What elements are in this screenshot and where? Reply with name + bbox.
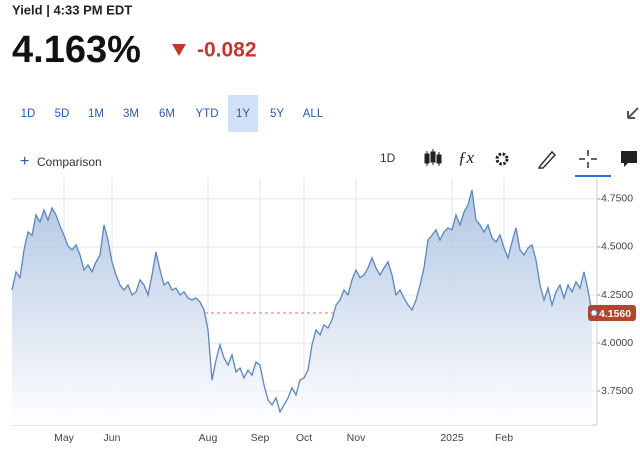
- last-price-tag: [588, 305, 636, 322]
- draw-icon[interactable]: [537, 150, 557, 169]
- x-tick-label: Feb: [495, 432, 513, 444]
- x-tick-label: Jun: [104, 432, 121, 444]
- comparison-button[interactable]: Comparison: [37, 155, 102, 169]
- settings-icon[interactable]: [495, 152, 509, 166]
- down-arrow: [172, 44, 186, 56]
- x-tick-label: Oct: [296, 432, 312, 444]
- area: [12, 189, 592, 425]
- range-button[interactable]: ALL: [303, 108, 324, 120]
- range-selected-bg: [228, 95, 258, 132]
- header-title: Yield | 4:33 PM EDT: [12, 2, 132, 17]
- last-price-label: 4.1560: [599, 308, 631, 320]
- range-button[interactable]: 1M: [88, 108, 104, 120]
- x-tick-label: Aug: [199, 432, 218, 444]
- range-button[interactable]: 5D: [55, 108, 70, 120]
- range-button[interactable]: 5Y: [270, 108, 284, 120]
- y-tick-label: 3.7500: [601, 385, 633, 397]
- x-tick-label: Sep: [251, 432, 270, 444]
- x-tick-label: 2025: [440, 432, 464, 444]
- comment-icon[interactable]: [621, 151, 637, 167]
- interval-button[interactable]: 1D: [380, 151, 396, 165]
- change: -0.082: [197, 39, 257, 62]
- crosshair-icon[interactable]: [579, 150, 597, 168]
- range-button[interactable]: 1Y: [236, 108, 250, 120]
- y-tick-label: 4.0000: [601, 337, 633, 349]
- price: 4.163%: [12, 29, 141, 71]
- x-tick-label: Nov: [347, 432, 366, 444]
- last-price-dot: [590, 309, 598, 317]
- x-tick-label: May: [54, 432, 75, 444]
- line: [11, 189, 593, 414]
- candle-icon[interactable]: [424, 149, 442, 166]
- range-button[interactable]: 1D: [21, 108, 36, 120]
- y-tick-label: 4.7500: [601, 193, 633, 205]
- range-button[interactable]: YTD: [196, 108, 219, 120]
- fx-icon[interactable]: ƒx: [458, 148, 475, 167]
- range-button[interactable]: 3M: [123, 108, 139, 120]
- y-tick-label: 4.2500: [601, 289, 633, 301]
- chart: 4.7500 4.5000 4.2500 4.0000 3.7500 May Jun Aug S…: [11, 178, 636, 444]
- collapse-icon[interactable]: [627, 107, 639, 119]
- range-bar: 1D 5D 1M 3M 6M YTD 1Y 5Y ALL: [21, 95, 324, 132]
- y-tick-label: 4.5000: [601, 241, 633, 253]
- range-button[interactable]: 6M: [159, 108, 175, 120]
- plus-icon[interactable]: +: [20, 153, 29, 170]
